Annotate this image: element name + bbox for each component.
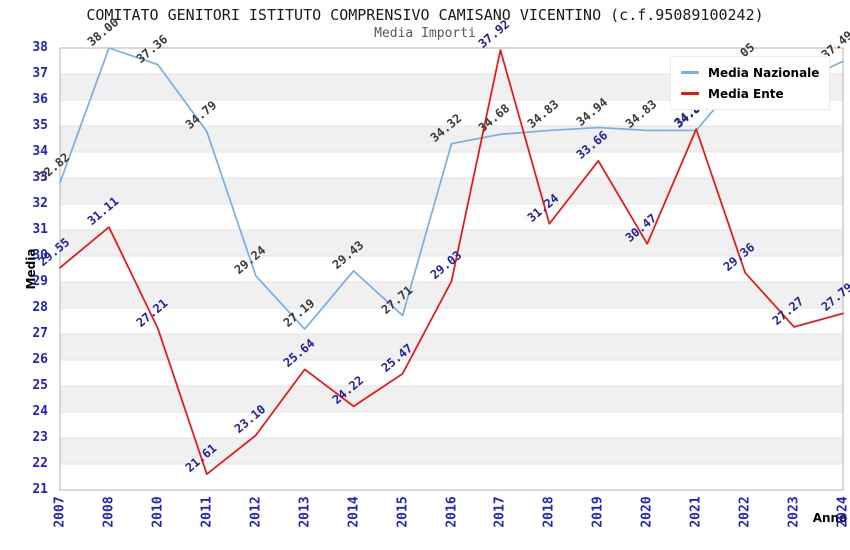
y-tick-label: 32 <box>32 196 48 211</box>
x-tick-label: 2024 <box>835 496 850 528</box>
y-tick-label: 26 <box>32 352 48 367</box>
grid-band <box>60 282 843 308</box>
data-label: 30.47 <box>622 210 660 245</box>
x-tick-label: 2010 <box>150 496 166 528</box>
x-tick-label: 2007 <box>52 496 68 528</box>
data-label: 34.68 <box>476 101 513 136</box>
y-tick-label: 25 <box>32 378 48 393</box>
series-line-media-nazionale <box>59 47 844 330</box>
grid-band <box>60 438 843 464</box>
data-label: 31.11 <box>84 194 122 229</box>
x-tick-label: 2016 <box>444 496 459 528</box>
series-line-media-ente <box>59 49 844 475</box>
data-label: 38.00 <box>84 15 122 49</box>
data-label: 27.19 <box>280 296 318 331</box>
data-label: 34.32 <box>427 110 464 145</box>
data-label: 34.83 <box>525 97 562 132</box>
y-tick-label: 31 <box>32 222 48 237</box>
y-tick-label: 38 <box>32 40 48 55</box>
grid-band <box>60 334 843 360</box>
data-label: 29.36 <box>720 239 758 274</box>
data-label: 33.66 <box>573 127 611 162</box>
y-tick-label: 34 <box>32 144 48 159</box>
y-tick-label: 21 <box>32 482 48 497</box>
data-label: 25.47 <box>378 340 415 375</box>
data-label: 24.22 <box>329 373 366 408</box>
y-tick-label: 30 <box>32 248 48 263</box>
legend: Media Nazionale Media Ente <box>670 56 831 110</box>
data-label: 34.83 <box>622 97 660 132</box>
data-label: 21.61 <box>182 441 220 476</box>
x-tick-label: 2013 <box>297 496 313 528</box>
y-tick-label: 33 <box>32 170 48 185</box>
x-tick-label: 2011 <box>199 496 215 528</box>
data-label: 34.79 <box>182 98 220 133</box>
data-label: 27.79 <box>818 280 850 315</box>
y-tick-label: 36 <box>32 92 48 107</box>
grid-band <box>60 386 843 412</box>
data-label: 27.27 <box>769 293 807 328</box>
y-tick-label: 22 <box>32 456 48 471</box>
x-tick-label: 2019 <box>590 496 606 528</box>
grid-band <box>60 126 843 152</box>
legend-label: Media Ente <box>708 86 784 101</box>
data-label: 27.21 <box>133 295 171 330</box>
legend-label: Media Nazionale <box>708 65 820 80</box>
x-tick-label: 2017 <box>492 496 508 528</box>
grid-band <box>60 230 843 256</box>
x-tick-label: 2012 <box>248 496 264 528</box>
y-tick-label: 27 <box>32 326 48 341</box>
x-tick-label: 2021 <box>688 496 704 528</box>
data-label: 31.24 <box>525 190 562 225</box>
legend-swatch-media-ente <box>681 92 699 95</box>
y-tick-label: 23 <box>32 430 48 445</box>
y-tick-label: 29 <box>32 274 48 289</box>
y-tick-label: 28 <box>32 300 48 315</box>
x-tick-label: 2020 <box>639 496 655 528</box>
data-label: 25.64 <box>280 336 318 371</box>
data-label: 37.92 <box>476 17 513 52</box>
grid-band <box>60 178 843 204</box>
data-label: 29.43 <box>329 237 366 272</box>
data-label: 29.03 <box>427 248 464 283</box>
x-axis-title: Anno <box>812 511 848 525</box>
data-label: 23.10 <box>231 402 269 437</box>
data-label: 29.24 <box>231 242 269 277</box>
data-label: 34.94 <box>573 94 611 129</box>
chart-title: COMITATO GENITORI ISTITUTO COMPRENSIVO C… <box>86 6 764 24</box>
x-tick-label: 2023 <box>786 496 802 528</box>
x-tick-label: 2022 <box>737 496 753 528</box>
legend-swatch-media-nazionale <box>681 71 699 74</box>
data-label: 27.71 <box>378 282 415 317</box>
x-tick-label: 2014 <box>346 496 362 528</box>
chart-subtitle: Media Importi <box>374 26 476 41</box>
data-label: 37.36 <box>133 31 171 66</box>
plot-border <box>59 47 844 491</box>
y-tick-label: 24 <box>32 404 48 419</box>
y-tick-label: 37 <box>32 66 48 81</box>
x-tick-label: 2018 <box>541 496 557 528</box>
y-tick-label: 35 <box>32 118 48 133</box>
legend-item: Media Nazionale <box>681 62 819 83</box>
x-tick-label: 2015 <box>395 496 411 528</box>
legend-item: Media Ente <box>681 83 819 104</box>
x-tick-label: 2008 <box>101 496 117 528</box>
